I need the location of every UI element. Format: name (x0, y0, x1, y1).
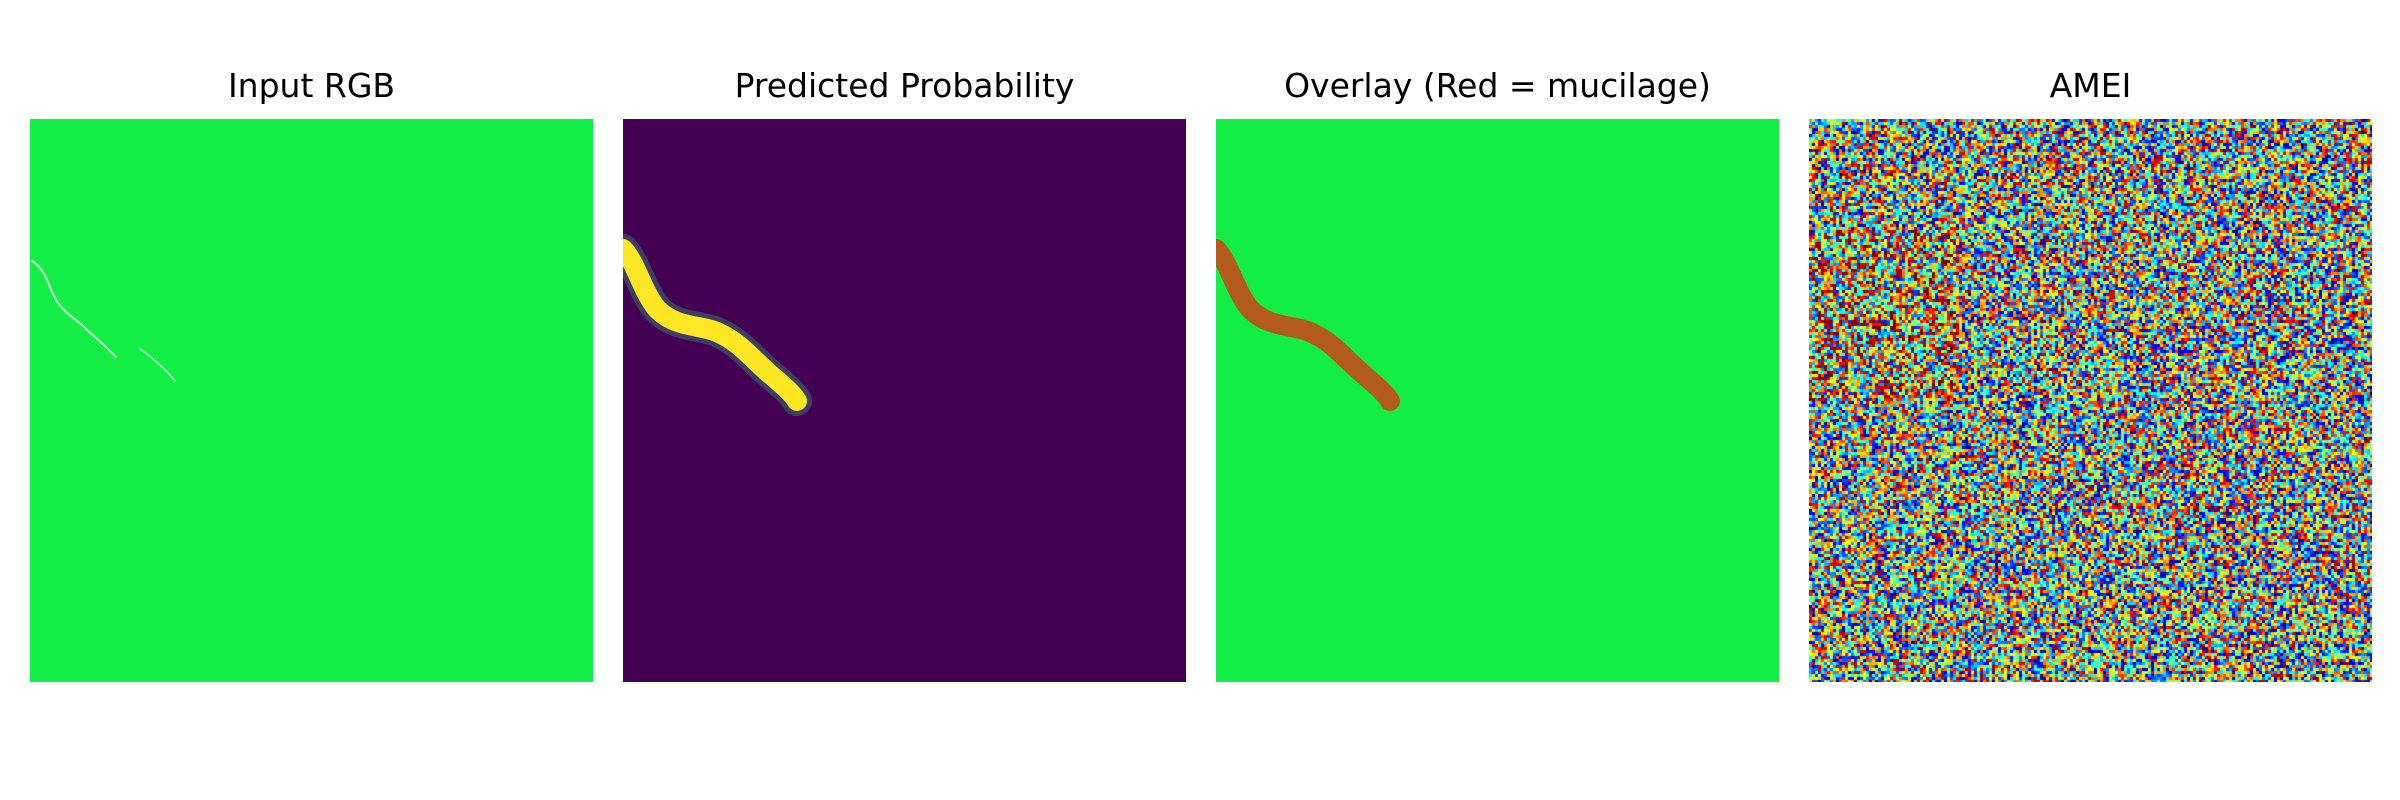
predicted-probability-image (623, 119, 1186, 682)
overlay-svg (1216, 119, 1779, 682)
probability-background (623, 119, 1186, 682)
overlay-image (1216, 119, 1779, 682)
input-rgb-svg (30, 119, 593, 682)
input-rgb-panel: Input RGB (30, 60, 593, 682)
panel-title-amei: AMEI (2049, 66, 2132, 105)
amei-canvas (1809, 119, 2372, 682)
overlay-panel: Overlay (Red = mucilage) (1216, 60, 1779, 682)
predicted-probability-panel: Predicted Probability (623, 60, 1186, 682)
predicted-probability-svg (623, 119, 1186, 682)
input-rgb-image (30, 119, 593, 682)
panel-title-predicted-probability: Predicted Probability (734, 66, 1075, 105)
probability-mask (623, 239, 807, 411)
input-rgb-trace-secondary (139, 348, 176, 382)
overlay-background (1216, 119, 1779, 682)
input-rgb-trace (31, 260, 117, 358)
overlay-mask (1216, 239, 1400, 411)
amei-image (1809, 119, 2372, 682)
amei-panel: AMEI (1809, 60, 2372, 682)
panel-title-overlay: Overlay (Red = mucilage) (1284, 66, 1711, 105)
panel-title-input-rgb: Input RGB (227, 66, 396, 105)
input-rgb-background (30, 119, 593, 682)
